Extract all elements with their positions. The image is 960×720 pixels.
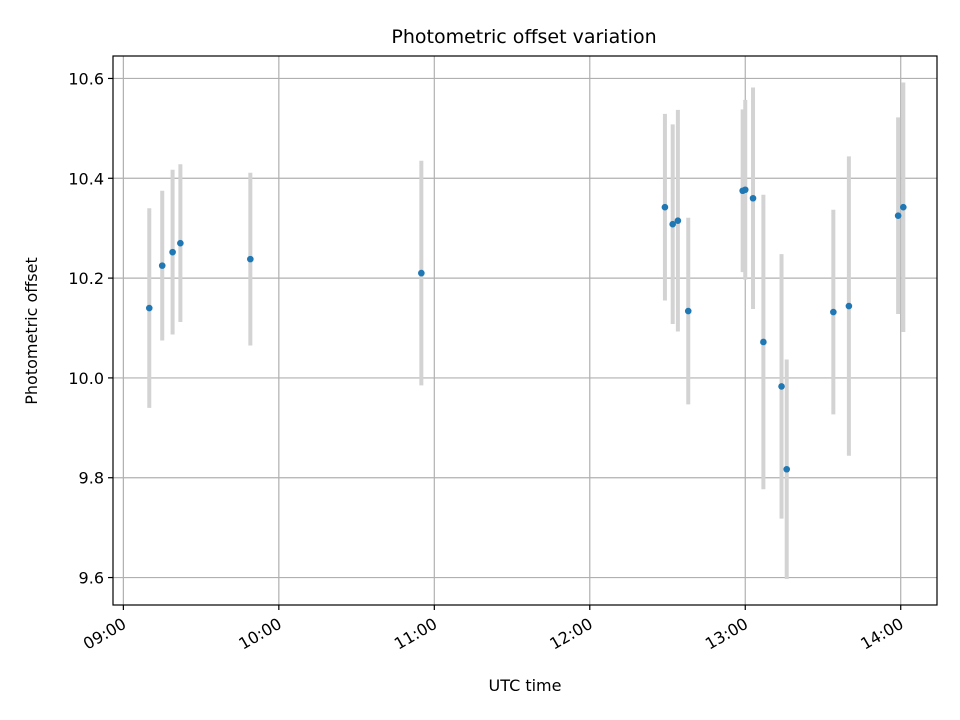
x-axis-ticks: 09:00 10:00 11:00 12:00 13:00 14:00: [80, 605, 907, 654]
y-axis-ticks: 9.6 9.8 10.0 10.2 10.4 10.6: [68, 69, 113, 588]
y-axis-label: Photometric offset: [22, 257, 41, 405]
plot-frame: [112, 55, 938, 606]
y-tick-label: 9.8: [79, 469, 104, 488]
chart-title: Photometric offset variation: [391, 26, 656, 48]
y-tick-label: 10.0: [68, 369, 104, 388]
data-point: [418, 269, 425, 277]
data-point: [669, 220, 676, 228]
y-tick-label: 9.6: [79, 569, 104, 588]
grid: [113, 56, 937, 605]
data-point: [674, 217, 682, 224]
x-tick-label: 14:00: [857, 614, 906, 654]
data-point: [145, 304, 153, 312]
data-point: [177, 239, 184, 247]
x-tick-label: 10:00: [235, 614, 284, 654]
data-point: [169, 248, 176, 256]
data-point: [158, 262, 166, 269]
x-tick-label: 09:00: [80, 614, 129, 654]
y-tick-label: 10.2: [68, 269, 104, 288]
x-axis-label: UTC time: [489, 676, 562, 695]
data-point: [661, 203, 669, 211]
data-point: [760, 338, 767, 346]
y-tick-label: 10.6: [68, 69, 104, 88]
data-point: [749, 194, 757, 202]
data-points: [145, 186, 907, 473]
data-point: [894, 212, 902, 220]
x-tick-label: 12:00: [546, 614, 595, 654]
data-point: [830, 308, 837, 316]
data-point: [845, 302, 853, 310]
data-point: [783, 465, 791, 473]
x-tick-label: 13:00: [702, 614, 751, 654]
y-tick-label: 10.4: [68, 169, 104, 188]
data-point: [778, 383, 785, 390]
data-point: [684, 307, 692, 315]
x-tick-label: 11:00: [391, 614, 440, 654]
error-bars: [147, 82, 906, 580]
data-point: [900, 203, 907, 211]
data-point: [741, 186, 749, 194]
data-point: [247, 255, 254, 263]
